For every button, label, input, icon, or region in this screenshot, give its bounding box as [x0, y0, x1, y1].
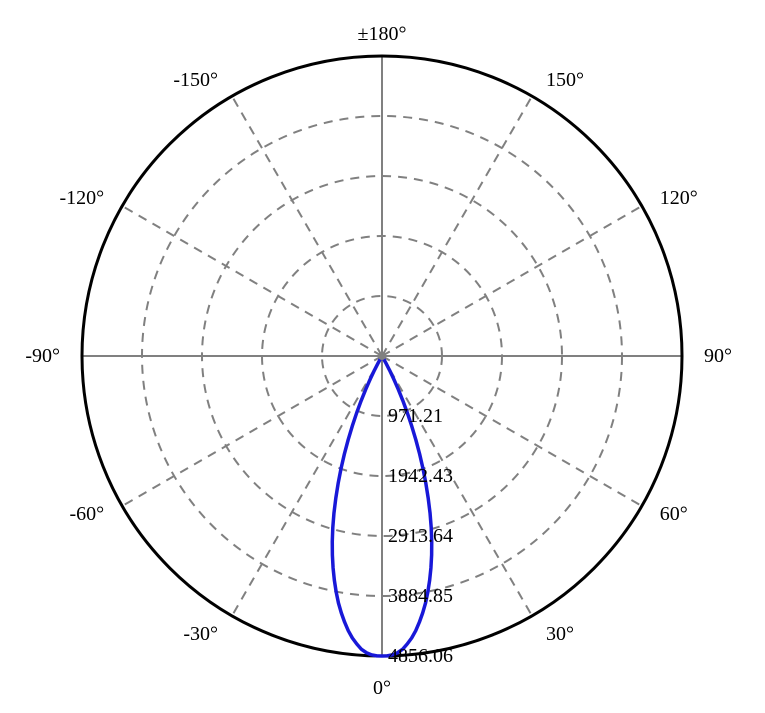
radial-label: 3884.85	[388, 585, 453, 607]
center-dot	[378, 352, 386, 360]
angle-label: ±180°	[358, 23, 407, 45]
angle-spoke	[122, 356, 382, 506]
radial-label: 1942.43	[388, 465, 453, 487]
angle-label: -60°	[70, 503, 105, 525]
angle-label: 90°	[704, 345, 732, 367]
angle-label: -30°	[183, 623, 218, 645]
radial-label: 2913.64	[388, 525, 453, 547]
angle-label: 60°	[660, 503, 688, 525]
angle-label: 150°	[546, 69, 584, 91]
angle-label: -90°	[25, 345, 60, 367]
angle-spoke	[232, 356, 382, 616]
polar-chart: 971.21 1942.43 2913.64 3884.85 4856.06 0° 30° 6…	[0, 0, 765, 713]
radial-label: 4856.06	[388, 645, 453, 667]
angle-spoke	[232, 96, 382, 356]
angle-label: 0°	[373, 677, 391, 699]
angle-label: 30°	[546, 623, 574, 645]
angle-label: -120°	[60, 187, 105, 209]
angle-label: 120°	[660, 187, 698, 209]
angle-spoke	[382, 206, 642, 356]
angle-spoke	[122, 206, 382, 356]
angle-label: -150°	[173, 69, 218, 91]
radial-label: 971.21	[388, 405, 443, 427]
angle-spoke	[382, 96, 532, 356]
